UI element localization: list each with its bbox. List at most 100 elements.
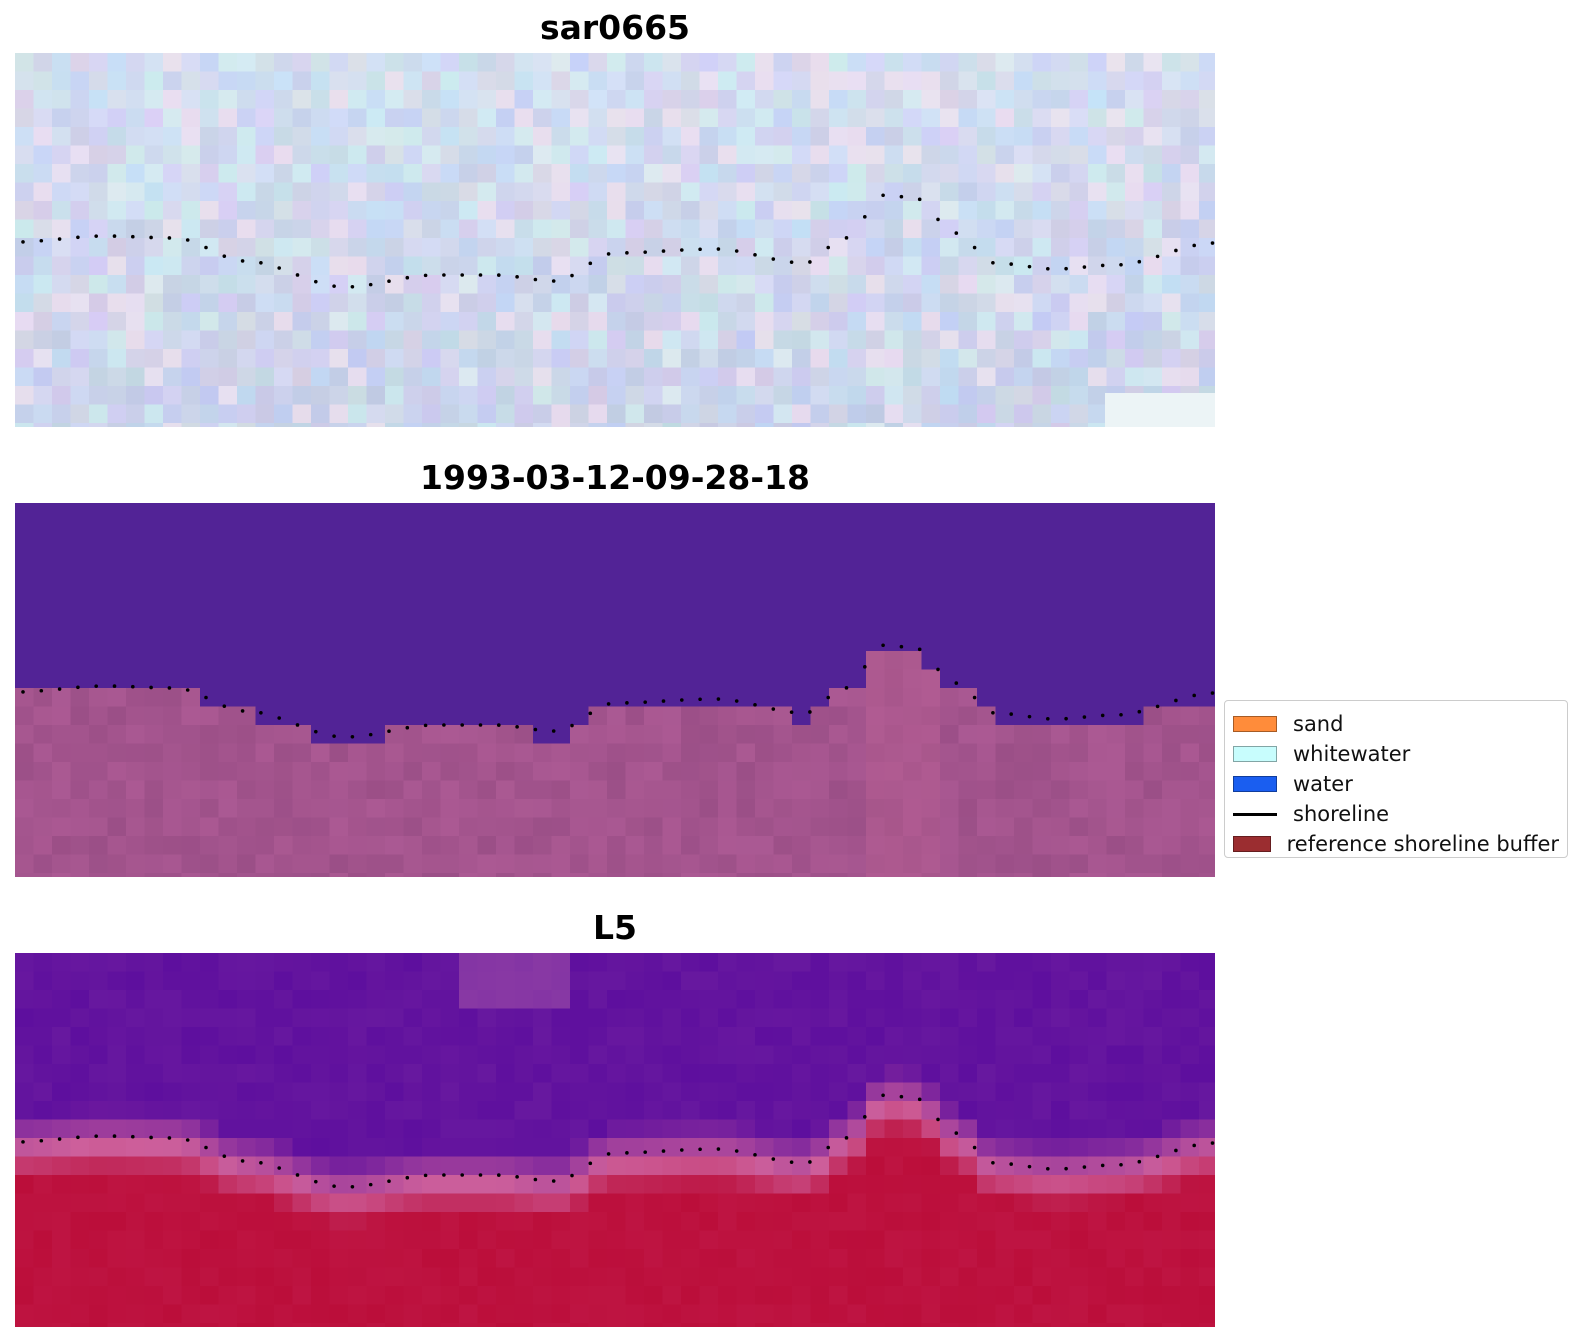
index-pixel — [1106, 1138, 1126, 1158]
class-pixel — [903, 577, 923, 597]
sar-pixel — [440, 238, 460, 258]
class-pixel — [514, 521, 534, 541]
class-pixel — [274, 669, 294, 689]
index-pixel — [163, 1064, 183, 1084]
sar-pixel — [366, 71, 386, 91]
index-pixel — [200, 1082, 220, 1102]
class-pixel — [1125, 688, 1145, 708]
sar-pixel — [477, 367, 497, 387]
sar-pixel — [89, 219, 109, 239]
sar-pixel — [699, 367, 719, 387]
sar-pixel — [1143, 71, 1163, 91]
index-pixel — [699, 953, 719, 973]
class-pixel — [570, 632, 590, 652]
index-pixel — [237, 1304, 257, 1324]
index-pixel — [1125, 1064, 1145, 1084]
sar-pixel — [366, 423, 386, 427]
index-pixel — [1199, 1249, 1215, 1269]
class-pixel — [33, 651, 53, 671]
sar-pixel — [588, 219, 608, 239]
index-pixel — [1162, 1045, 1182, 1065]
index-pixel — [921, 1323, 941, 1327]
class-pixel — [89, 743, 109, 763]
index-pixel — [514, 1045, 534, 1065]
class-pixel — [1125, 762, 1145, 782]
index-pixel — [163, 1249, 183, 1269]
class-pixel — [181, 725, 201, 745]
index-pixel — [884, 990, 904, 1010]
shoreline-dot — [844, 1136, 849, 1140]
sar-pixel — [218, 127, 238, 147]
sar-pixel — [144, 219, 164, 239]
sar-pixel — [274, 404, 294, 424]
shoreline-dot — [1137, 259, 1142, 264]
index-pixel — [644, 1138, 664, 1158]
class-pixel — [977, 669, 997, 689]
index-pixel — [1069, 1304, 1089, 1324]
shoreline-dot — [844, 236, 849, 240]
class-pixel — [792, 854, 812, 874]
class-pixel — [126, 780, 146, 800]
index-pixel — [15, 990, 35, 1010]
class-pixel — [662, 725, 682, 745]
class-pixel — [496, 725, 516, 745]
class-pixel — [736, 651, 756, 671]
class-pixel — [1180, 706, 1200, 726]
class-pixel — [977, 854, 997, 874]
sar-pixel — [588, 423, 608, 427]
index-pixel — [1088, 1045, 1108, 1065]
class-pixel — [1180, 817, 1200, 837]
class-pixel — [570, 669, 590, 689]
index-pixel — [255, 990, 275, 1010]
index-pixel — [921, 1193, 941, 1213]
sar-pixel — [237, 164, 257, 184]
sar-pixel — [940, 145, 960, 165]
sar-pixel — [1180, 367, 1200, 387]
index-pixel — [588, 953, 608, 973]
index-pixel — [200, 1101, 220, 1121]
class-pixel — [237, 743, 257, 763]
index-pixel — [52, 1064, 72, 1084]
class-pixel — [810, 558, 830, 578]
index-pixel — [958, 1045, 978, 1065]
shoreline-dot — [917, 647, 922, 652]
sar-pixel — [1014, 164, 1034, 184]
index-pixel — [1106, 1193, 1126, 1213]
class-pixel — [940, 503, 960, 523]
class-pixel — [921, 873, 941, 877]
index-pixel — [773, 1082, 793, 1102]
class-pixel — [422, 503, 442, 523]
index-pixel — [847, 1119, 867, 1139]
sar-pixel — [847, 108, 867, 128]
index-pixel — [977, 1249, 997, 1269]
index-pixel — [718, 1045, 738, 1065]
class-pixel — [366, 558, 386, 578]
index-pixel — [292, 1175, 312, 1195]
class-pixel — [1199, 836, 1215, 856]
index-pixel — [977, 990, 997, 1010]
index-pixel — [514, 1008, 534, 1028]
class-pixel — [385, 799, 405, 819]
class-pixel — [699, 817, 719, 837]
index-pixel — [644, 1267, 664, 1287]
class-pixel — [107, 836, 127, 856]
class-pixel — [625, 577, 645, 597]
shoreline-dot — [1064, 716, 1068, 721]
index-pixel — [366, 1304, 386, 1324]
class-pixel — [329, 614, 349, 634]
index-pixel — [1051, 1008, 1071, 1028]
sar-pixel — [718, 238, 738, 258]
shoreline-dot — [21, 240, 25, 244]
sar-pixel — [681, 219, 701, 239]
shoreline-dot — [368, 732, 373, 737]
index-pixel — [570, 1045, 590, 1065]
sar-pixel — [1051, 367, 1071, 387]
sar-pixel — [755, 108, 775, 128]
class-pixel — [292, 558, 312, 578]
class-pixel — [218, 706, 238, 726]
sar-pixel — [1162, 71, 1182, 91]
class-pixel — [459, 669, 479, 689]
index-pixel — [218, 1267, 238, 1287]
index-pixel — [200, 1230, 220, 1250]
index-pixel — [940, 1008, 960, 1028]
